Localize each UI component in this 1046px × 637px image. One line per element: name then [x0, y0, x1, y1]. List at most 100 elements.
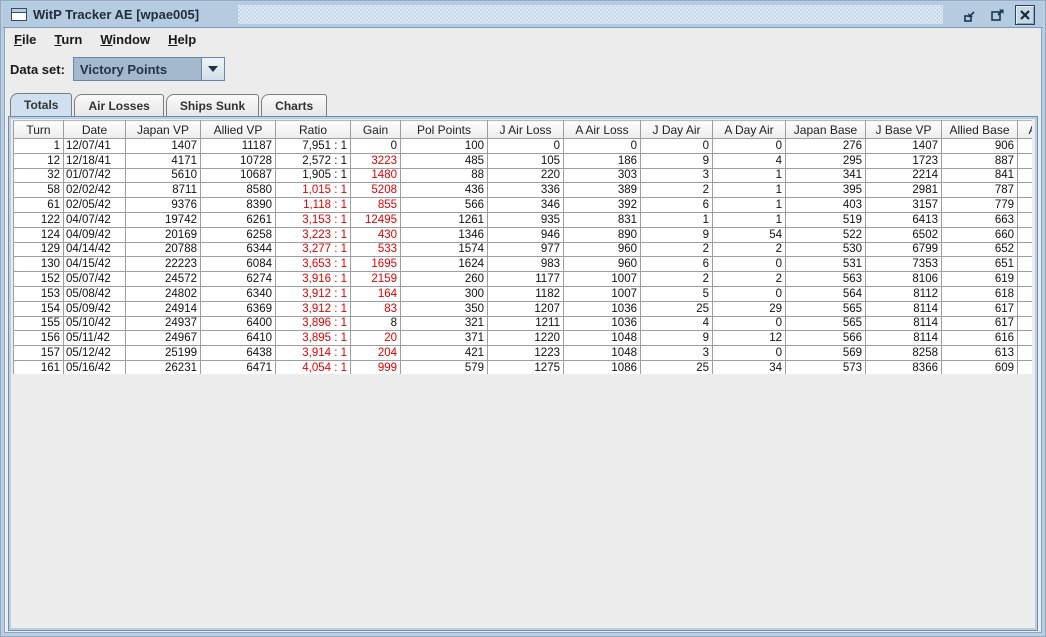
cell-allied-vp: 6410	[200, 330, 276, 347]
column-header-turn[interactable]: Turn	[13, 120, 64, 139]
cell-allied-base: 618	[941, 285, 1018, 302]
cell-a-day-air: 29	[712, 300, 786, 317]
cell-a-air-loss: 1048	[563, 330, 641, 347]
table-row[interactable]: 161 05/16/42 26231 6471 4,054 : 1 999 579 1275 1…	[13, 359, 1032, 374]
cell-allied-vp: 8390	[200, 197, 276, 213]
cell-allied-base: 617	[941, 315, 1018, 332]
cell-ratio: 2,572 : 1	[275, 152, 351, 169]
cell-j-day-air: 5	[640, 285, 713, 302]
cell-allied-vp: 8580	[200, 182, 276, 199]
menu-file[interactable]: File	[14, 31, 37, 47]
column-header-a-day-air[interactable]: A Day Air	[712, 120, 786, 139]
cell-a	[1017, 330, 1032, 347]
cell-turn: 153	[13, 285, 64, 302]
cell-gain: 855	[350, 197, 401, 213]
tab-totals[interactable]: Totals	[10, 93, 73, 116]
column-header-pol-points[interactable]: Pol Points	[400, 120, 488, 139]
cell-allied-vp: 11187	[200, 138, 276, 154]
cell-date: 05/16/42	[63, 359, 126, 374]
cell-j-air-loss: 1275	[487, 359, 564, 374]
maximize-button[interactable]	[988, 6, 1006, 24]
cell-allied-base: 616	[941, 330, 1018, 347]
cell-ratio: 4,054 : 1	[275, 359, 351, 374]
cell-gain: 20	[350, 330, 401, 347]
combobox-arrow-button[interactable]	[200, 58, 224, 80]
dataset-combobox[interactable]: Victory Points	[72, 57, 225, 81]
cell-j-air-loss: 1207	[487, 300, 564, 317]
titlebar[interactable]: WitP Tracker AE [wpae005]	[3, 2, 1043, 28]
table-row[interactable]: 61 02/05/42 9376 8390 1,118 : 1 855 566 346 392 6…	[13, 197, 1032, 213]
cell-a	[1017, 345, 1032, 361]
cell-ratio: 3,277 : 1	[275, 241, 351, 258]
tab-air-losses[interactable]: Air Losses	[74, 94, 164, 116]
cell-a-air-loss: 1048	[563, 345, 641, 361]
cell-japan-base: 565	[785, 300, 866, 317]
cell-a	[1017, 315, 1032, 332]
cell-date: 04/14/42	[63, 241, 126, 258]
cell-j-base-vp: 3157	[865, 197, 942, 213]
column-header-j-base-vp[interactable]: J Base VP	[865, 120, 942, 139]
table-row[interactable]: 130 04/15/42 22223 6084 3,653 : 1 1695 1624 983…	[13, 256, 1032, 273]
table-row[interactable]: 152 05/07/42 24572 6274 3,916 : 1 2159 260 1177…	[13, 271, 1032, 287]
cell-j-air-loss: 977	[487, 241, 564, 258]
cell-date: 04/09/42	[63, 226, 126, 243]
cell-date: 05/10/42	[63, 315, 126, 332]
table-row[interactable]: 32 01/07/42 5610 10687 1,905 : 1 1480 88 220 303…	[13, 167, 1032, 184]
column-header-japan-base[interactable]: Japan Base	[785, 120, 866, 139]
cell-ratio: 3,912 : 1	[275, 300, 351, 317]
cell-ratio: 1,905 : 1	[275, 167, 351, 184]
cell-j-air-loss: 0	[487, 138, 564, 154]
table-row[interactable]: 155 05/10/42 24937 6400 3,896 : 1 8 321 1211 103…	[13, 315, 1032, 332]
table-row[interactable]: 1 12/07/41 1407 11187 7,951 : 1 0 100 0 0 0 0 276 14…	[13, 138, 1032, 154]
cell-a-air-loss: 1086	[563, 359, 641, 374]
cell-j-base-vp: 1723	[865, 152, 942, 169]
table-row[interactable]: 122 04/07/42 19742 6261 3,153 : 1 12495 1261 93…	[13, 211, 1032, 228]
column-header-date[interactable]: Date	[63, 120, 126, 139]
cell-gain: 0	[350, 138, 401, 154]
tab-ships-sunk[interactable]: Ships Sunk	[165, 94, 260, 116]
cell-a-day-air: 34	[712, 359, 786, 374]
close-button[interactable]	[1015, 5, 1035, 25]
cell-turn: 124	[13, 226, 64, 243]
iconify-button[interactable]	[961, 6, 979, 24]
table-row[interactable]: 156 05/11/42 24967 6410 3,895 : 1 20 371 1220 10…	[13, 330, 1032, 347]
table-row[interactable]: 154 05/09/42 24914 6369 3,912 : 1 83 350 1207 10…	[13, 300, 1032, 317]
cell-j-day-air: 2	[640, 241, 713, 258]
menu-help[interactable]: Help	[168, 31, 197, 47]
cell-j-base-vp: 8114	[865, 300, 942, 317]
column-header-a[interactable]: A	[1017, 120, 1032, 139]
menu-window[interactable]: Window	[100, 31, 151, 47]
menu-turn[interactable]: Turn	[54, 31, 83, 47]
cell-a	[1017, 256, 1032, 273]
cell-allied-base: 787	[941, 182, 1018, 199]
cell-a-day-air: 1	[712, 167, 786, 184]
cell-japan-base: 531	[785, 256, 866, 273]
table-row[interactable]: 129 04/14/42 20788 6344 3,277 : 1 533 1574 977 9…	[13, 241, 1032, 258]
tab-strip: Totals Air Losses Ships Sunk Charts	[10, 93, 1036, 116]
cell-date: 04/15/42	[63, 256, 126, 273]
column-header-j-day-air[interactable]: J Day Air	[640, 120, 713, 139]
column-header-ratio[interactable]: Ratio	[275, 120, 351, 139]
column-header-j-air-loss[interactable]: J Air Loss	[487, 120, 564, 139]
cell-allied-vp: 6261	[200, 211, 276, 228]
cell-japan-base: 564	[785, 285, 866, 302]
cell-a-day-air: 0	[712, 345, 786, 361]
cell-a-air-loss: 392	[563, 197, 641, 213]
column-header-allied-base[interactable]: Allied Base	[941, 120, 1018, 139]
cell-allied-base: 906	[941, 138, 1018, 154]
column-header-allied-vp[interactable]: Allied VP	[200, 120, 276, 139]
cell-j-day-air: 3	[640, 345, 713, 361]
table-row[interactable]: 124 04/09/42 20169 6258 3,223 : 1 430 1346 946 8…	[13, 226, 1032, 243]
cell-japan-base: 276	[785, 138, 866, 154]
table-row[interactable]: 12 12/18/41 4171 10728 2,572 : 1 3223 485 105 18…	[13, 152, 1032, 169]
table-row[interactable]: 58 02/02/42 8711 8580 1,015 : 1 5208 436 336 389…	[13, 182, 1032, 199]
cell-j-base-vp: 8114	[865, 330, 942, 347]
cell-date: 05/07/42	[63, 271, 126, 287]
column-header-a-air-loss[interactable]: A Air Loss	[563, 120, 641, 139]
cell-pol-points: 421	[400, 345, 488, 361]
column-header-japan-vp[interactable]: Japan VP	[125, 120, 201, 139]
table-row[interactable]: 157 05/12/42 25199 6438 3,914 : 1 204 421 1223 1…	[13, 345, 1032, 361]
tab-charts[interactable]: Charts	[261, 94, 328, 116]
table-row[interactable]: 153 05/08/42 24802 6340 3,912 : 1 164 300 1182 1…	[13, 285, 1032, 302]
column-header-gain[interactable]: Gain	[350, 120, 401, 139]
